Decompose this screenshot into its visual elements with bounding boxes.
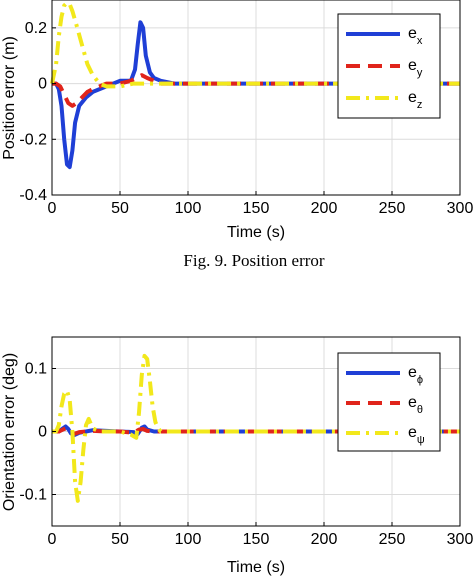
y-axis-label: Orientation error (deg) — [1, 353, 18, 511]
tick-labels: 0 50 100 150 200 250 300 0.1 0 -0.1 — [19, 361, 473, 549]
y-tick-label: -0.1 — [19, 487, 47, 504]
legend-label: ey — [408, 57, 423, 79]
y-tick-label: 0 — [38, 76, 47, 93]
x-tick-label: 100 — [175, 531, 202, 548]
x-axis-label: Time (s) — [227, 224, 285, 241]
legend: eϕ eθ eψ — [337, 352, 441, 452]
x-axis-label: Time (s) — [227, 559, 285, 576]
x-tick-label: 150 — [243, 531, 270, 548]
legend-label: ex — [408, 25, 423, 47]
x-tick-label: 300 — [447, 531, 474, 548]
x-tick-label: 200 — [311, 200, 338, 217]
series-line-2 — [52, 73, 460, 108]
y-tick-label: 0 — [38, 424, 47, 441]
x-tick-label: 250 — [379, 200, 406, 217]
series-layer — [52, 353, 460, 503]
x-tick-label: 0 — [48, 531, 57, 548]
series-line-3 — [52, 353, 460, 503]
x-tick-label: 300 — [447, 200, 474, 217]
figure-caption: Fig. 9. Position error — [183, 251, 325, 270]
y-axis-label: Position error (m) — [1, 36, 18, 160]
orientation-error-chart: 0 50 100 150 200 250 300 0.1 0 -0.1 Time (s) Orie… — [1, 336, 473, 576]
x-tick-label: 150 — [243, 200, 270, 217]
legend-label: eϕ — [408, 364, 423, 386]
y-tick-label: 0.2 — [25, 20, 47, 37]
legend: ex ey ez — [337, 13, 441, 119]
legend-label: ez — [408, 89, 422, 111]
x-tick-label: 50 — [111, 200, 129, 217]
y-tick-label: -0.4 — [19, 187, 47, 204]
x-tick-label: 100 — [175, 200, 202, 217]
series-line-2 — [52, 426, 460, 436]
tick-labels: 0 50 100 150 200 250 300 0.2 0 -0.2 -0.4 — [19, 20, 473, 217]
y-tick-label: 0.1 — [25, 361, 47, 378]
x-tick-label: 200 — [311, 531, 338, 548]
legend-label: eψ — [408, 424, 425, 446]
legend-label: eθ — [408, 394, 423, 416]
x-tick-label: 50 — [111, 531, 129, 548]
series-line-3 — [50, 0, 460, 89]
series-layer — [50, 0, 460, 170]
y-tick-label: -0.2 — [19, 131, 47, 148]
x-tick-label: 0 — [48, 200, 57, 217]
x-tick-label: 250 — [379, 531, 406, 548]
legend-box — [337, 13, 441, 119]
